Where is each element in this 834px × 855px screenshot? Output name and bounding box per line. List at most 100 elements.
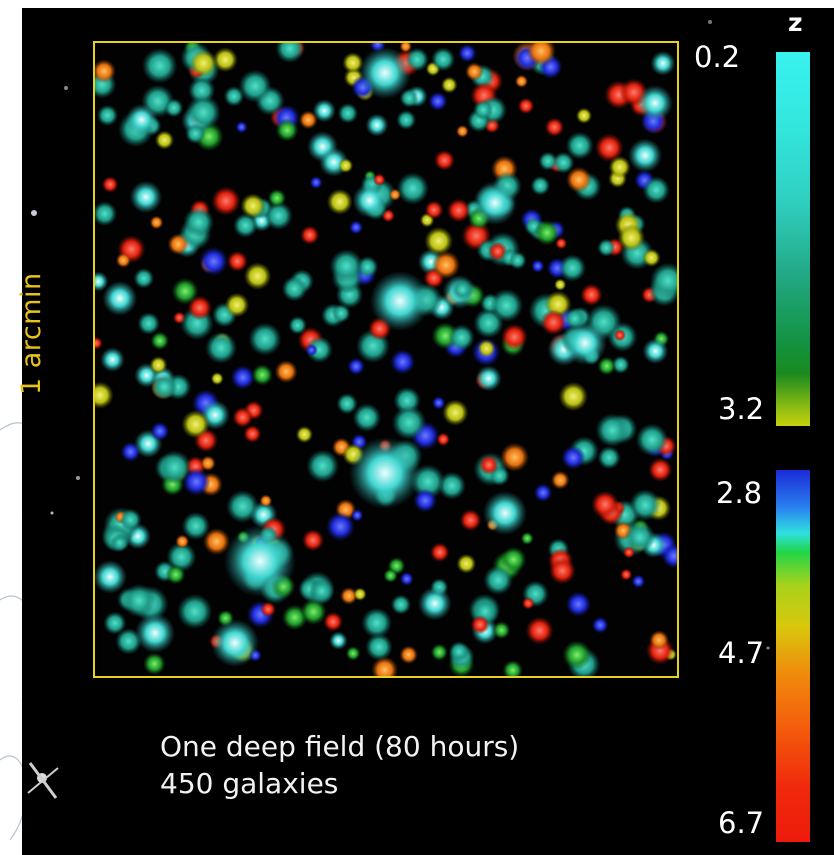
- galaxy: [338, 158, 354, 174]
- galaxy: [617, 223, 646, 252]
- galaxy: [352, 403, 382, 432]
- galaxy: [649, 262, 677, 299]
- galaxy: [629, 489, 662, 521]
- galaxy: [642, 248, 661, 267]
- galaxy: [424, 226, 454, 256]
- galaxy: [399, 43, 412, 53]
- galaxy: [650, 50, 676, 76]
- galaxy: [530, 175, 551, 196]
- galaxy: [243, 262, 272, 290]
- galaxy: [177, 593, 213, 630]
- galaxy: [448, 324, 475, 351]
- galaxy: [95, 381, 114, 409]
- galaxy: [533, 483, 553, 502]
- galaxy: [331, 303, 351, 323]
- galaxy: [329, 631, 348, 650]
- galaxy: [301, 529, 325, 552]
- galaxy: [309, 176, 323, 189]
- galaxy: [620, 568, 633, 581]
- galaxy: [352, 183, 388, 218]
- galaxy: [483, 565, 513, 595]
- galaxy: [337, 103, 359, 124]
- galaxy: [483, 491, 527, 535]
- galaxy: [597, 238, 616, 257]
- galaxy: [122, 583, 156, 618]
- galaxy: [345, 646, 361, 661]
- galaxy: [371, 656, 399, 676]
- galaxy: [642, 176, 670, 204]
- galaxy: [525, 616, 554, 645]
- galaxy: [430, 542, 450, 563]
- galaxy: [325, 511, 355, 542]
- galaxy: [458, 44, 477, 63]
- galaxy: [230, 365, 256, 390]
- galaxy: [351, 509, 364, 522]
- galaxy: [365, 633, 393, 661]
- galaxy: [531, 259, 545, 273]
- galaxy: [417, 586, 452, 621]
- galaxy: [489, 288, 524, 323]
- galaxy: [441, 76, 458, 94]
- galaxy: [370, 271, 430, 331]
- galaxy: [424, 200, 444, 220]
- galaxy: [349, 437, 421, 509]
- galaxy: [300, 598, 327, 625]
- galaxy: [110, 533, 129, 552]
- galaxy: [240, 193, 266, 219]
- galaxy: [243, 424, 262, 443]
- galaxy: [175, 534, 190, 549]
- galaxy: [211, 619, 259, 667]
- galaxy: [189, 49, 218, 77]
- galaxy: [199, 246, 229, 276]
- galaxy: [165, 564, 186, 585]
- galaxy: [431, 250, 461, 280]
- galaxy-field: [95, 43, 677, 676]
- galaxy: [95, 271, 109, 292]
- galaxy: [181, 511, 210, 541]
- galaxy: [135, 613, 175, 653]
- galaxy: [326, 188, 353, 215]
- galaxy: [361, 607, 393, 639]
- galaxy: [558, 254, 587, 282]
- galaxy: [133, 268, 155, 289]
- galaxy: [399, 88, 419, 108]
- galaxy: [260, 601, 276, 618]
- galaxy: [115, 252, 131, 268]
- galaxy: [300, 225, 320, 245]
- galaxy: [150, 331, 170, 351]
- galaxy: [129, 180, 163, 214]
- galaxy: [137, 312, 160, 335]
- scale-label: 1 arcmin: [16, 272, 47, 395]
- galaxy: [167, 233, 189, 255]
- galaxy: [95, 560, 127, 594]
- galaxy: [396, 110, 417, 130]
- galaxy: [143, 652, 166, 676]
- galaxy: [552, 151, 575, 174]
- galaxy: [448, 641, 470, 662]
- galaxy: [432, 396, 446, 410]
- galaxy: [436, 432, 451, 447]
- galaxy: [388, 188, 402, 201]
- galaxy: [500, 546, 527, 573]
- galaxy: [517, 97, 535, 115]
- colorbar-high-bottom-label: 6.7: [718, 806, 765, 840]
- galaxy: [312, 99, 336, 123]
- galaxy: [232, 406, 254, 428]
- galaxy: [456, 124, 469, 138]
- galaxy: [473, 181, 517, 225]
- galaxy: [238, 69, 272, 103]
- caption: One deep field (80 hours) 450 galaxies: [160, 728, 519, 802]
- deep-field-image: [93, 41, 679, 678]
- galaxy: [224, 292, 250, 318]
- galaxy: [181, 410, 210, 439]
- galaxy: [342, 52, 364, 74]
- galaxy: [470, 615, 490, 635]
- galaxy: [534, 220, 560, 246]
- galaxy: [210, 372, 224, 386]
- galaxy: [500, 442, 530, 472]
- galaxy: [390, 349, 416, 375]
- galaxy: [502, 660, 523, 676]
- galaxy: [428, 91, 448, 111]
- galaxy: [211, 186, 241, 216]
- galaxy: [365, 113, 389, 137]
